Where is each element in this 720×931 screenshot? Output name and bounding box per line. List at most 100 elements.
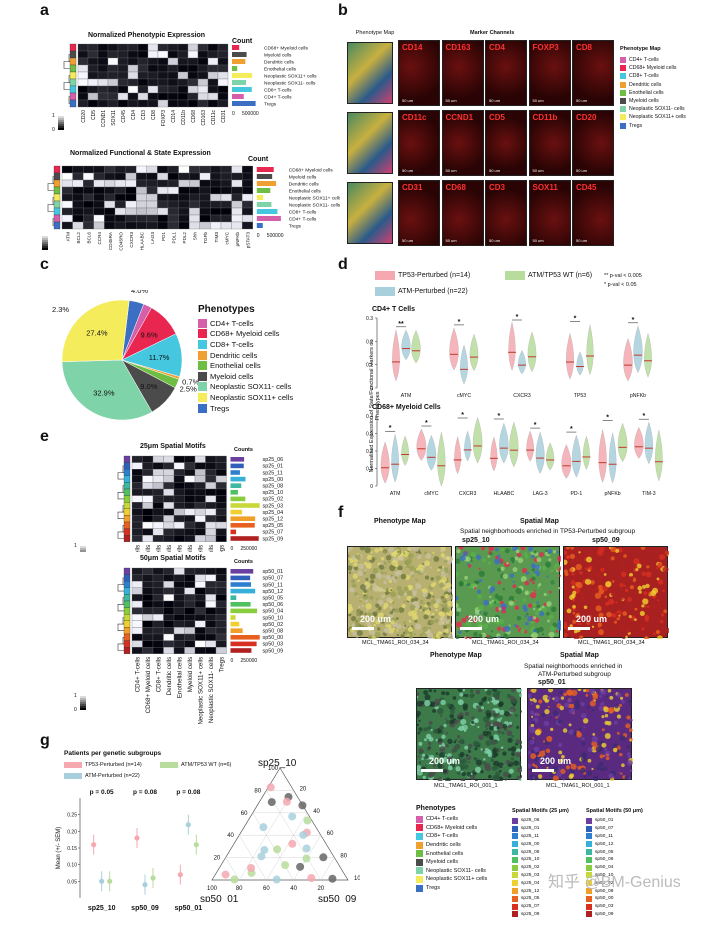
cell-dot <box>570 763 577 770</box>
cell-dot <box>394 571 400 577</box>
heatmap-cell <box>152 508 164 516</box>
heatmap-cell <box>167 193 179 202</box>
cell-dot <box>438 620 443 626</box>
heatmap-cell <box>146 186 158 195</box>
cell-dot <box>515 587 522 595</box>
heatmap-cell <box>173 495 185 503</box>
heatmap-cell <box>173 535 185 542</box>
legend-item: sp25_11 <box>512 833 539 841</box>
heatmap-cell <box>152 633 164 641</box>
cell-dot <box>384 624 388 627</box>
cell-dot <box>478 708 483 713</box>
row-color-Myeloid cells <box>69 50 77 59</box>
col-label-PDL1: PDL1 <box>171 232 176 244</box>
cell-dot <box>482 748 486 752</box>
cell-dot <box>440 553 445 558</box>
y-tick-label: 0.2 <box>366 449 373 455</box>
cell-dot <box>389 611 393 615</box>
cell-dot <box>521 567 528 574</box>
sig-star: * <box>534 422 537 429</box>
heatmap-50um: sp50_01sp50_07sp50_11sp50_12sp50_05sp50_… <box>74 567 283 724</box>
motifs50-legend: sp50_01 sp50_07 sp50_11 sp50_12 sp50_05 sp50_… <box>586 817 613 918</box>
legend-swatch <box>198 403 207 413</box>
cell-dot <box>650 590 657 597</box>
row-color-sp50_03 <box>123 640 131 648</box>
heatmap-cell <box>184 528 196 536</box>
heatmap-cell <box>157 85 169 94</box>
ternary-point <box>247 864 256 873</box>
violin-ATM <box>401 329 411 360</box>
legend-label: sp25_01 <box>521 826 540 832</box>
heatmap-cell <box>157 64 169 73</box>
heatmap-cell <box>207 71 219 80</box>
legend-label: sp25_06 <box>521 818 540 824</box>
cell-dot <box>445 556 450 561</box>
cell-dot <box>616 692 622 698</box>
heatmap-cell <box>194 640 206 648</box>
heatmap-cell <box>205 594 217 602</box>
heatmap-cell <box>93 221 105 230</box>
cell-dot <box>565 555 570 559</box>
heatmap-cell <box>152 495 164 503</box>
cell-dot <box>442 603 448 609</box>
col-label-TGFb: TGFb <box>203 232 208 244</box>
cell-dot <box>639 610 645 617</box>
cell-dot <box>592 708 595 712</box>
cell-dot <box>441 756 448 763</box>
cell-dot <box>564 572 569 577</box>
cell-dot <box>453 740 457 744</box>
cell-dot <box>487 561 492 565</box>
cell-dot <box>546 601 552 607</box>
cell-dot <box>466 772 472 777</box>
cell-dot <box>528 725 532 729</box>
ternary-point <box>221 870 230 879</box>
heatmap-cell <box>199 221 211 230</box>
panel-letter-f: f <box>338 504 344 521</box>
cell-dot <box>456 770 461 775</box>
heatmap-cell <box>163 462 175 470</box>
cell-dot <box>591 625 595 629</box>
cell-dot <box>380 571 384 575</box>
marker-channel-CD163: CD163 50 um <box>441 40 484 106</box>
cell-dot <box>447 756 453 762</box>
legend-item: Neoplastic SOX11- cells <box>416 867 487 876</box>
legend-swatch <box>512 849 518 856</box>
cell-dot <box>641 604 645 608</box>
heatmap-cell <box>97 43 109 52</box>
heatmap-cell <box>61 165 73 174</box>
heatmap-cell <box>131 495 143 503</box>
ternary-point <box>298 801 307 810</box>
cell-dot <box>478 570 485 577</box>
legend-atm-label: ATM-Perturbed (n=22) <box>398 288 468 295</box>
heatmap-cell <box>231 186 243 195</box>
cell-dot <box>531 720 536 724</box>
heatmap-cell <box>157 50 169 59</box>
heatmap-cell <box>184 607 196 615</box>
cell-dot <box>531 568 535 572</box>
cell-dot <box>355 554 361 560</box>
cell-dot <box>593 586 599 592</box>
cell-dot <box>550 727 554 731</box>
cell-dot <box>490 758 494 762</box>
cell-dot <box>371 585 379 592</box>
cell-dot <box>573 625 576 628</box>
heatmap-cell <box>147 92 159 101</box>
heatmap-cell <box>205 488 217 496</box>
cell-dot <box>489 552 493 556</box>
scale-label: 200 um <box>540 756 572 766</box>
heatmap-cell <box>215 482 227 490</box>
col-label-FOXP3: FOXP3 <box>161 110 167 127</box>
g-point-ATM-Perturbed (n=22) <box>185 822 191 828</box>
row-label-sp25_02: sp25_02 <box>263 497 284 503</box>
cell-dot <box>492 618 498 624</box>
cell-dot <box>408 584 413 590</box>
heatmap-cell <box>137 43 149 52</box>
heatmap-cell <box>184 521 196 529</box>
ternary-grid <box>266 790 321 881</box>
heatmap-cell <box>93 186 105 195</box>
heatmap-cell <box>217 64 229 73</box>
col-label-CD45RA: CD45RA <box>108 231 113 250</box>
cell-dot <box>569 768 575 774</box>
legend-swatch <box>198 329 207 339</box>
heatmap-cell <box>104 186 116 195</box>
